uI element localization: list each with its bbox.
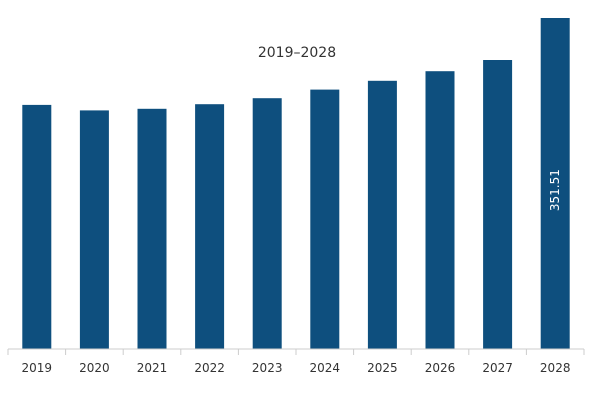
x-tick-label-2025: 2025 — [367, 361, 398, 375]
bar-2028 — [540, 18, 570, 349]
x-tick-label-2020: 2020 — [79, 361, 110, 375]
bar-2025 — [367, 80, 397, 350]
x-tick-label-2028: 2028 — [540, 361, 571, 375]
chart-title: 2019–2028 — [258, 45, 336, 61]
bar-2026 — [425, 71, 455, 349]
x-tick-label-2019: 2019 — [22, 361, 53, 375]
data-labels-group: 351.51 — [548, 169, 562, 211]
bars-group — [22, 18, 570, 350]
x-axis-tick-labels: 2019 2020 2021 2022 2023 2024 2025 2026 2027 2028 — [22, 361, 571, 375]
bar-2024 — [310, 89, 340, 349]
x-tick-label-2024: 2024 — [310, 361, 341, 375]
bar-2020 — [79, 110, 109, 350]
data-label-2028: 351.51 — [548, 169, 562, 211]
x-tick-label-2027: 2027 — [482, 361, 513, 375]
bar-2019 — [22, 104, 52, 350]
x-tick-label-2023: 2023 — [252, 361, 283, 375]
bar-2022 — [195, 104, 225, 349]
bar-2023 — [252, 98, 282, 349]
bar-2021 — [137, 108, 167, 349]
x-tick-label-2021: 2021 — [137, 361, 168, 375]
x-axis-ticks — [7, 349, 585, 355]
x-tick-label-2022: 2022 — [194, 361, 225, 375]
x-tick-label-2026: 2026 — [425, 361, 456, 375]
bar-2027 — [483, 60, 513, 349]
